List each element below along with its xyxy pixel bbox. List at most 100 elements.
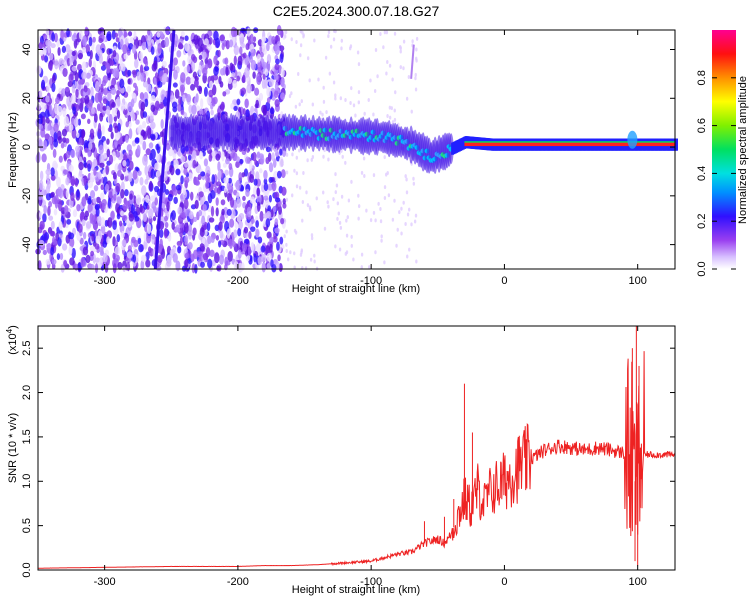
spectrogram-cell: [81, 129, 86, 139]
spectrogram-cell: [85, 254, 91, 264]
spectrogram-cell: [204, 38, 209, 46]
spectrogram-cell: [128, 149, 133, 157]
spectrogram-cell: [268, 78, 274, 88]
spectrogram-cell: [125, 121, 129, 128]
spectrogram-cell: [243, 226, 249, 234]
spectrogram-cell: [53, 131, 58, 143]
spectrogram-cell: [188, 223, 192, 233]
spectrogram-cell: [88, 141, 93, 151]
spectrogram-cell: [97, 171, 102, 180]
spectrogram-cell: [66, 95, 71, 107]
spectrogram-cell: [42, 42, 46, 48]
spectrogram-cell: [282, 198, 286, 205]
spectrogram-cell: [119, 78, 125, 89]
spectrogram-cell: [349, 44, 353, 49]
spectrogram-cell: [161, 248, 166, 259]
spectrogram-cell: [83, 175, 87, 187]
spectrogram-cell: [334, 190, 337, 195]
spectrogram-cell: [255, 171, 260, 182]
spectrogram-cell: [301, 200, 305, 205]
spectrogram-cell: [83, 160, 87, 168]
spectrogram-cell: [222, 91, 227, 97]
colorbar-ticks: 0.0 0.2 0.4 0.6 0.8: [696, 70, 736, 277]
spectrogram-cell: [256, 187, 260, 197]
y-tick-label: 1.0: [21, 474, 33, 489]
spectrogram-cell: [267, 205, 272, 213]
spectrogram-cell: [52, 148, 57, 158]
spectrogram-cell: [357, 62, 361, 67]
spectrogram-cell: [239, 158, 244, 165]
spectrogram-cell: [177, 246, 182, 254]
spectrogram-cell: [140, 101, 146, 112]
spectrogram-cell: [372, 210, 376, 215]
spectrogram-cell: [394, 90, 397, 95]
spectrogram-cell: [295, 155, 299, 160]
spectrogram-cell: [106, 92, 112, 102]
spectrogram-cell: [390, 106, 393, 111]
spectrogram-cell: [44, 55, 49, 63]
spectrogram-cell: [99, 112, 104, 122]
spectrogram-y-axis: -40 -20 0 20 40: [21, 43, 675, 253]
spectrogram-cell: [285, 152, 289, 157]
spectrogram-cell: [106, 148, 111, 158]
spectrogram-cell: [79, 237, 84, 245]
spectrogram-cell: [49, 62, 53, 72]
spectrogram-cell: [387, 193, 391, 198]
spectrogram-cell: [298, 102, 301, 107]
spectrogram-cell: [89, 263, 95, 270]
spectrogram-cell: [311, 155, 315, 160]
spectrogram-cell: [93, 167, 97, 177]
spectrogram-cell: [255, 220, 259, 228]
spectrogram-cell: [46, 173, 50, 182]
spectrogram-cell: [233, 261, 239, 271]
spectrogram-cell: [246, 83, 252, 94]
spectrogram-cell: [172, 253, 178, 263]
spectrogram-cell: [174, 89, 180, 99]
chart-title: C2E5.2024.300.07.18.G27: [273, 3, 440, 19]
spectrogram-cell: [203, 158, 209, 167]
spectrogram-cell: [346, 215, 349, 220]
spectrogram-cell: [280, 169, 286, 179]
spectrogram-cell: [151, 233, 156, 245]
spectrogram-cell: [107, 73, 111, 81]
spectrogram-cell: [363, 111, 366, 116]
spectrogram-cell: [175, 184, 182, 191]
spectrogram-cell: [102, 105, 107, 111]
spectrogram-cell: [106, 31, 112, 42]
spectrogram-cell: [213, 66, 219, 76]
spectrogram-cell: [124, 189, 129, 197]
x-tick-label: -300: [94, 275, 116, 287]
spectrogram-cell: [68, 164, 74, 172]
spectrogram-cell: [91, 233, 95, 242]
spectrogram-cell: [408, 247, 411, 252]
spectrogram-cell: [327, 30, 331, 35]
y-tick-label: 0.0: [21, 562, 33, 577]
spectrogram-cell: [108, 154, 114, 165]
spectrogram-cell: [240, 185, 245, 192]
spectrogram-cell: [360, 170, 364, 175]
spectrogram-cell: [269, 243, 273, 253]
spectrogram-cell: [171, 221, 175, 231]
spectrogram-cell: [399, 46, 402, 51]
spectrogram-cell: [228, 39, 234, 48]
spectrogram-cell: [291, 152, 294, 157]
spectrogram-cell: [121, 239, 127, 247]
spectrogram-cell: [166, 144, 170, 151]
spectrogram-cell: [238, 220, 244, 229]
spectrogram-cell: [39, 50, 44, 56]
spectrogram-cell: [62, 107, 67, 118]
spectrogram-cell: [66, 28, 70, 38]
spectrogram-cell: [308, 78, 311, 83]
spectrogram-cell: [224, 256, 229, 267]
spectrogram-cell: [76, 188, 80, 198]
spectrogram-cell: [94, 263, 99, 274]
spectrogram-cell: [74, 79, 79, 89]
spectrogram-cell: [43, 232, 50, 241]
spectrogram-cell: [256, 151, 261, 159]
spectrogram-cell: [249, 174, 255, 183]
spectrogram-cell: [36, 104, 41, 110]
spectrogram-cell: [105, 105, 111, 116]
spectrogram-cell: [270, 259, 274, 268]
spectrogram-cell: [219, 34, 225, 42]
spectrogram-cell: [198, 209, 203, 217]
